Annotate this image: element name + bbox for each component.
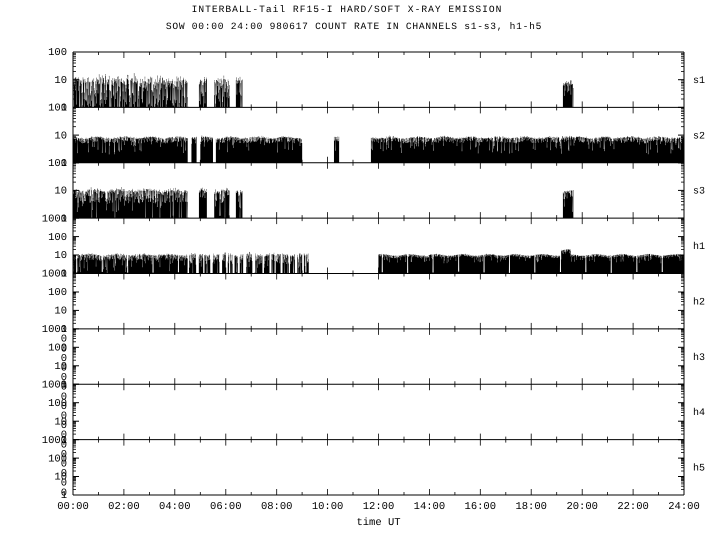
svg-text:SOW 00:00 24:00 980617 COUNT: SOW 00:00 24:00 980617 COUNT RATE IN CHA…: [166, 21, 542, 32]
svg-text:s3: s3: [693, 187, 705, 198]
svg-text:1000: 1000: [42, 269, 67, 281]
svg-text:h5: h5: [693, 463, 705, 475]
svg-text:100: 100: [48, 232, 67, 244]
svg-text:04:00: 04:00: [159, 501, 191, 513]
svg-text:s2: s2: [693, 131, 705, 142]
svg-text:1000: 1000: [42, 213, 67, 225]
svg-text:100: 100: [48, 158, 67, 170]
svg-text:10: 10: [54, 186, 67, 198]
svg-text:16:00: 16:00: [465, 501, 497, 513]
svg-text:10: 10: [54, 250, 67, 262]
svg-text:h4: h4: [693, 407, 705, 419]
svg-text:12:00: 12:00: [363, 501, 395, 513]
svg-text:h3: h3: [693, 352, 705, 364]
svg-text:02:00: 02:00: [108, 501, 140, 513]
svg-text:time UT: time UT: [356, 517, 400, 529]
svg-text:06:00: 06:00: [210, 501, 242, 513]
svg-text:22:00: 22:00: [617, 501, 649, 513]
svg-text:20:00: 20:00: [566, 501, 598, 513]
svg-text:00:00: 00:00: [57, 501, 89, 513]
svg-text:18:00: 18:00: [515, 501, 547, 513]
svg-text:INTERBALL-Tail RF15-I HARD/SOF: INTERBALL-Tail RF15-I HARD/SOFT X-RAY EM…: [192, 4, 503, 15]
svg-text:10: 10: [54, 75, 67, 87]
svg-text:24:00: 24:00: [668, 501, 700, 513]
svg-text:10: 10: [54, 130, 67, 142]
svg-text:s1: s1: [693, 76, 705, 87]
svg-text:14:00: 14:00: [414, 501, 446, 513]
svg-text:08:00: 08:00: [261, 501, 293, 513]
svg-text:10: 10: [54, 306, 67, 318]
svg-text:10:00: 10:00: [312, 501, 344, 513]
svg-text:100: 100: [48, 103, 67, 115]
svg-text:h2: h2: [693, 296, 705, 308]
svg-text:100: 100: [48, 47, 67, 59]
svg-text:100: 100: [48, 287, 67, 299]
svg-text:0: 0: [61, 487, 67, 499]
svg-text:h1: h1: [693, 241, 705, 253]
